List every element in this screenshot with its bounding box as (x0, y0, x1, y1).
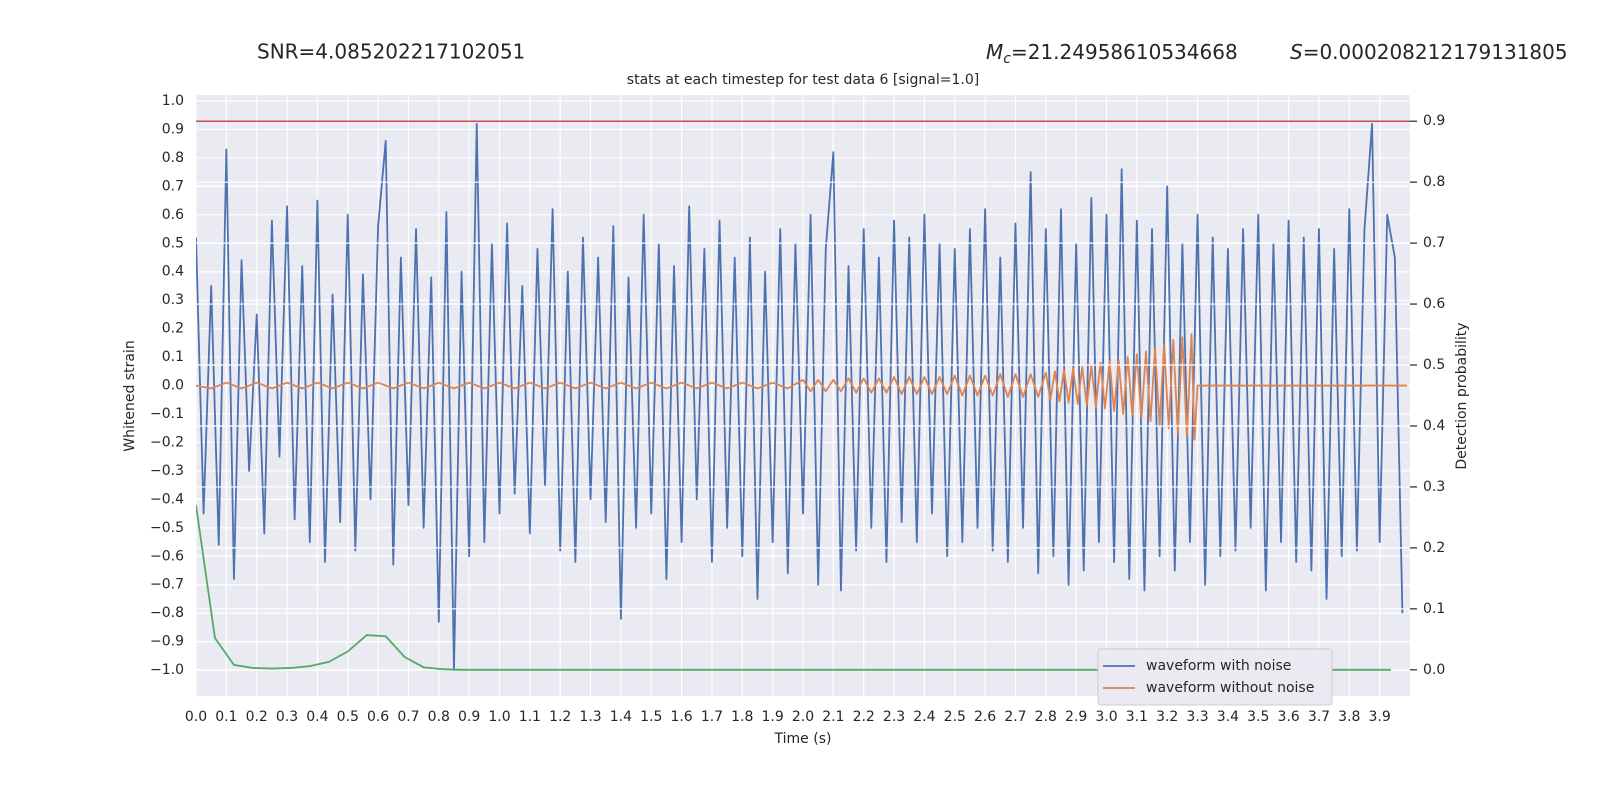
y2-tick-label: 0.8 (1423, 174, 1445, 190)
x-tick-label: 0.7 (397, 709, 419, 725)
y2-tick-label: 0.3 (1423, 479, 1445, 495)
y2-tick-label: 0.7 (1423, 235, 1445, 251)
x-tick-label: 1.1 (519, 709, 541, 725)
y-tick-label: −1.0 (150, 662, 184, 678)
x-tick-label: 0.4 (306, 709, 328, 725)
x-tick-label: 2.8 (1035, 709, 1057, 725)
x-tick-label: 1.2 (549, 709, 571, 725)
s-label: S=0.000208212179131805 (1290, 40, 1568, 64)
y-tick-label: 0.4 (162, 264, 184, 280)
x-tick-label: 0.0 (185, 709, 207, 725)
x-tick-label: 2.0 (792, 709, 814, 725)
legend-box (1097, 648, 1333, 706)
x-tick-label: 1.0 (488, 709, 510, 725)
x-tick-label: 3.5 (1247, 709, 1269, 725)
y-tick-label: −0.4 (150, 491, 184, 507)
y-tick-label: −0.8 (150, 605, 184, 621)
x-tick-label: 0.5 (337, 709, 359, 725)
y-axis-label: Whitened strain (122, 340, 138, 451)
x-tick-label: 0.8 (428, 709, 450, 725)
x-tick-label: 3.6 (1277, 709, 1299, 725)
x-tick-label: 1.4 (610, 709, 632, 725)
x-tick-label: 1.6 (670, 709, 692, 725)
y2-tick-label: 0.9 (1423, 113, 1445, 129)
x-tick-label: 2.2 (853, 709, 875, 725)
x-tick-label: 1.9 (762, 709, 784, 725)
y-tick-label: −0.3 (150, 463, 184, 479)
series-line (196, 122, 1404, 671)
y-tick-label: 1.0 (162, 93, 184, 109)
x-axis-label: Time (s) (774, 731, 832, 747)
x-tick-label: 0.6 (367, 709, 389, 725)
y-tick-label: 0.8 (162, 150, 184, 166)
x-tick-label: 3.4 (1217, 709, 1239, 725)
y2-tick-label: 0.4 (1423, 418, 1445, 434)
y-tick-label: 0.7 (162, 178, 184, 194)
x-tick-label: 2.5 (944, 709, 966, 725)
mc-value: =21.24958610534668 (1011, 40, 1238, 64)
x-tick-label: 2.7 (1004, 709, 1026, 725)
legend-label: waveform without noise (1146, 680, 1314, 696)
y2-tick-label: 0.2 (1423, 540, 1445, 556)
x-tick-label: 0.9 (458, 709, 480, 725)
y2-tick-label: 0.0 (1423, 662, 1445, 678)
series-line (196, 333, 1407, 441)
y-tick-label: 0.1 (162, 349, 184, 365)
x-tick-label: 2.3 (883, 709, 905, 725)
y-tick-label: 0.9 (162, 121, 184, 137)
x-tick-label: 0.1 (215, 709, 237, 725)
x-tick-label: 3.7 (1308, 709, 1330, 725)
x-tick-label: 2.1 (822, 709, 844, 725)
s-symbol: S (1290, 40, 1303, 64)
x-tick-label: 3.2 (1156, 709, 1178, 725)
y2-tick-label: 0.6 (1423, 296, 1445, 312)
y2-tick-label: 0.5 (1423, 357, 1445, 373)
x-tick-label: 3.9 (1369, 709, 1391, 725)
x-tick-label: 1.8 (731, 709, 753, 725)
x-tick-label: 2.4 (913, 709, 935, 725)
x-tick-label: 2.9 (1065, 709, 1087, 725)
chart-title: stats at each timestep for test data 6 [… (627, 72, 979, 88)
y-tick-label: −0.6 (150, 548, 184, 564)
y-tick-label: −0.7 (150, 577, 184, 593)
s-value: =0.000208212179131805 (1303, 40, 1568, 64)
x-tick-label: 3.3 (1186, 709, 1208, 725)
y2-tick-label: 0.1 (1423, 601, 1445, 617)
y-tick-label: 0.6 (162, 207, 184, 223)
legend-label: waveform with noise (1146, 658, 1291, 674)
snr-label: SNR=4.085202217102051 (257, 40, 525, 64)
y-tick-label: 0.2 (162, 321, 184, 337)
y-tick-label: −0.2 (150, 434, 184, 450)
y-tick-label: −0.5 (150, 520, 184, 536)
x-tick-label: 0.3 (276, 709, 298, 725)
x-tick-label: 3.8 (1338, 709, 1360, 725)
x-tick-label: 3.0 (1095, 709, 1117, 725)
x-tick-label: 3.1 (1126, 709, 1148, 725)
mc-symbol: M (986, 40, 1003, 64)
y2-axis-label: Detection probability (1454, 322, 1470, 469)
x-tick-label: 1.7 (701, 709, 723, 725)
x-tick-label: 1.5 (640, 709, 662, 725)
mc-subscript: c (1003, 51, 1011, 67)
x-tick-label: 0.2 (246, 709, 268, 725)
y-tick-label: 0.0 (162, 378, 184, 394)
y-tick-label: 0.5 (162, 235, 184, 251)
y-tick-label: −0.1 (150, 406, 184, 422)
y-tick-label: −0.9 (150, 634, 184, 650)
y-tick-label: 0.3 (162, 292, 184, 308)
x-tick-label: 2.6 (974, 709, 996, 725)
mc-label: Mc=21.24958610534668 (986, 40, 1238, 68)
x-tick-label: 1.3 (579, 709, 601, 725)
